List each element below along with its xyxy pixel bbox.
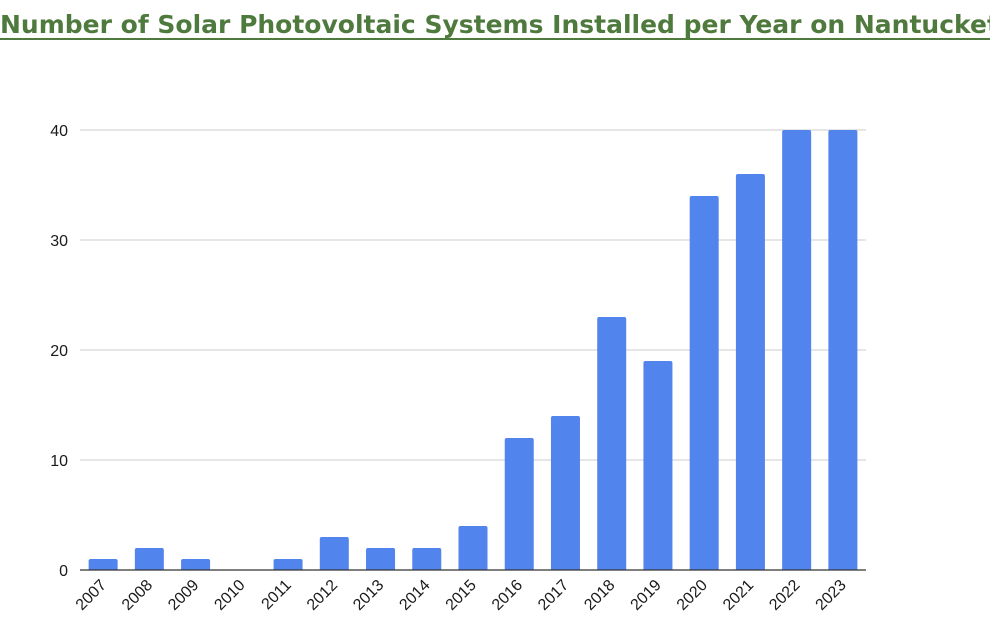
- bar-2019: [643, 361, 673, 570]
- bar-2011: [273, 559, 303, 570]
- x-tick-labels: 2007 2008 2009 2010 2011 2012 2013 2014 2015 2016…: [73, 577, 850, 614]
- bar-2015: [458, 526, 488, 570]
- x-tick-label: 2007: [73, 577, 110, 614]
- bar-2009: [181, 559, 211, 570]
- chart-title: Number of Solar Photovoltaic Systems Ins…: [0, 10, 990, 39]
- y-tick-label: 0: [59, 563, 68, 580]
- bar-2012: [319, 537, 349, 570]
- x-tick-label: 2020: [674, 577, 711, 614]
- bar-2014: [412, 548, 442, 570]
- bar-2013: [366, 548, 396, 570]
- y-tick-label: 10: [50, 453, 68, 470]
- x-tick-label: 2012: [304, 577, 341, 614]
- x-tick-label: 2021: [720, 577, 757, 614]
- bar-2021: [735, 174, 765, 570]
- x-tick-label: 2016: [489, 577, 526, 614]
- x-tick-label: 2019: [628, 577, 665, 614]
- x-tick-label: 2008: [119, 577, 156, 614]
- bars: [88, 130, 858, 570]
- y-tick-labels: 0 10 20 30 40: [50, 123, 68, 580]
- bar-2017: [550, 416, 580, 570]
- x-tick-label: 2011: [259, 577, 295, 613]
- bar-2007: [88, 559, 118, 570]
- bar-2023: [828, 130, 858, 570]
- bar-2018: [597, 317, 627, 570]
- y-tick-label: 40: [50, 123, 68, 140]
- x-tick-label: 2009: [165, 577, 202, 614]
- bar-2016: [504, 438, 534, 570]
- x-tick-label: 2018: [581, 577, 618, 614]
- y-tick-label: 20: [50, 343, 68, 360]
- bar-2020: [689, 196, 719, 570]
- x-tick-label: 2022: [766, 577, 803, 614]
- bar-2022: [782, 130, 812, 570]
- x-tick-label: 2015: [443, 577, 480, 614]
- x-tick-label: 2013: [350, 577, 387, 614]
- x-tick-label: 2023: [813, 577, 850, 614]
- x-tick-label: 2010: [211, 577, 248, 614]
- x-tick-label: 2017: [535, 577, 572, 614]
- y-tick-label: 30: [50, 233, 68, 250]
- bar-2008: [134, 548, 164, 570]
- gridlines: [80, 129, 866, 461]
- x-tick-label: 2014: [396, 577, 433, 614]
